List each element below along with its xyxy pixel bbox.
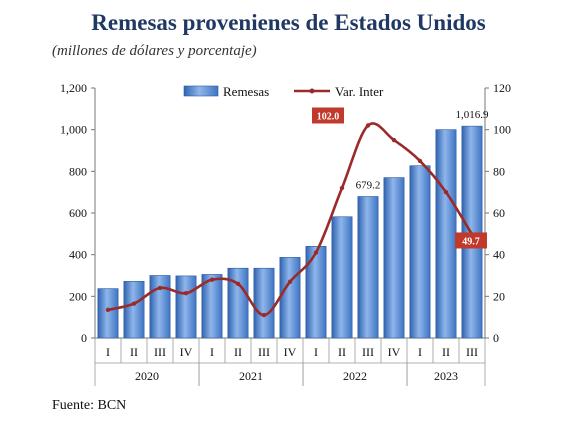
line-callout-box <box>312 107 344 124</box>
legend-var-label: Var. Inter <box>335 84 384 99</box>
category-label: IV <box>388 345 401 359</box>
remesas-bar <box>305 246 327 339</box>
line-callout-box <box>455 232 487 249</box>
year-label: 2021 <box>239 369 263 383</box>
source-note: Fuente: BCN <box>52 398 127 413</box>
line-data-label: 49.7 <box>462 236 480 247</box>
category-label: II <box>442 345 450 359</box>
remesas-bar <box>123 281 145 339</box>
category-label: II <box>130 345 138 359</box>
var-inter-point <box>287 279 293 284</box>
category-label: III <box>154 345 166 359</box>
var-inter-point <box>417 158 423 164</box>
left-tick-label: 600 <box>69 206 87 220</box>
category-label: III <box>258 345 270 359</box>
remesas-bar <box>97 288 119 339</box>
var-inter-point <box>365 123 371 128</box>
right-tick-label: 20 <box>493 289 505 303</box>
bar-data-label: 679.2 <box>356 180 381 192</box>
line-data-label: 102.0 <box>317 112 340 123</box>
var-inter-point <box>261 312 267 318</box>
chart-subtitle: (millones de dólares y porcentaje) <box>52 43 257 59</box>
var-inter-point <box>443 189 449 195</box>
var-inter-point <box>339 185 345 191</box>
var-inter-point <box>313 250 319 255</box>
category-label: IV <box>180 345 193 359</box>
left-tick-label: 800 <box>69 164 87 178</box>
var-inter-point <box>183 291 189 296</box>
var-inter-point <box>131 301 137 306</box>
right-tick-label: 40 <box>493 248 505 262</box>
remesas-bar <box>227 267 249 339</box>
category-label: II <box>234 345 242 359</box>
legend-remesas-swatch <box>183 85 219 97</box>
remesas-bar <box>409 165 431 339</box>
var-inter-point <box>209 277 215 282</box>
var-inter-point <box>157 285 163 291</box>
right-tick-label: 0 <box>493 331 499 345</box>
remesas-bar <box>331 216 353 339</box>
category-label: II <box>338 345 346 359</box>
remesas-bar <box>253 267 275 339</box>
category-label: IV <box>284 345 297 359</box>
right-tick-label: 60 <box>493 206 505 220</box>
right-tick-label: 100 <box>493 123 511 137</box>
var-inter-point <box>391 137 397 143</box>
remesas-bar <box>435 129 457 339</box>
year-label: 2023 <box>434 369 458 383</box>
chart-title: Remesas provenienes de Estados Unidos <box>91 10 486 35</box>
var-inter-point <box>235 281 241 287</box>
category-label: I <box>418 345 422 359</box>
remesas-bar <box>149 275 171 339</box>
bar-data-label: 1,016.9 <box>456 109 490 121</box>
left-tick-label: 400 <box>69 248 87 262</box>
category-label: III <box>362 345 374 359</box>
remesas-bar <box>201 274 223 339</box>
category-label: III <box>466 345 478 359</box>
remesas-bar <box>357 196 379 339</box>
category-label: I <box>106 345 110 359</box>
left-tick-label: 1,000 <box>60 123 87 137</box>
year-label: 2022 <box>343 369 367 383</box>
remesas-bar <box>383 177 405 339</box>
category-label: I <box>314 345 318 359</box>
var-inter-point <box>105 307 111 313</box>
right-tick-label: 120 <box>493 81 511 95</box>
right-tick-label: 80 <box>493 164 505 178</box>
left-tick-label: 1,200 <box>60 81 87 95</box>
legend-var-marker <box>309 88 315 94</box>
remesas-bar <box>279 257 301 339</box>
left-tick-label: 0 <box>81 331 87 345</box>
left-tick-label: 200 <box>69 289 87 303</box>
remesas-bar <box>175 275 197 339</box>
category-label: I <box>210 345 214 359</box>
year-label: 2020 <box>135 369 159 383</box>
legend-remesas-label: Remesas <box>223 84 269 99</box>
